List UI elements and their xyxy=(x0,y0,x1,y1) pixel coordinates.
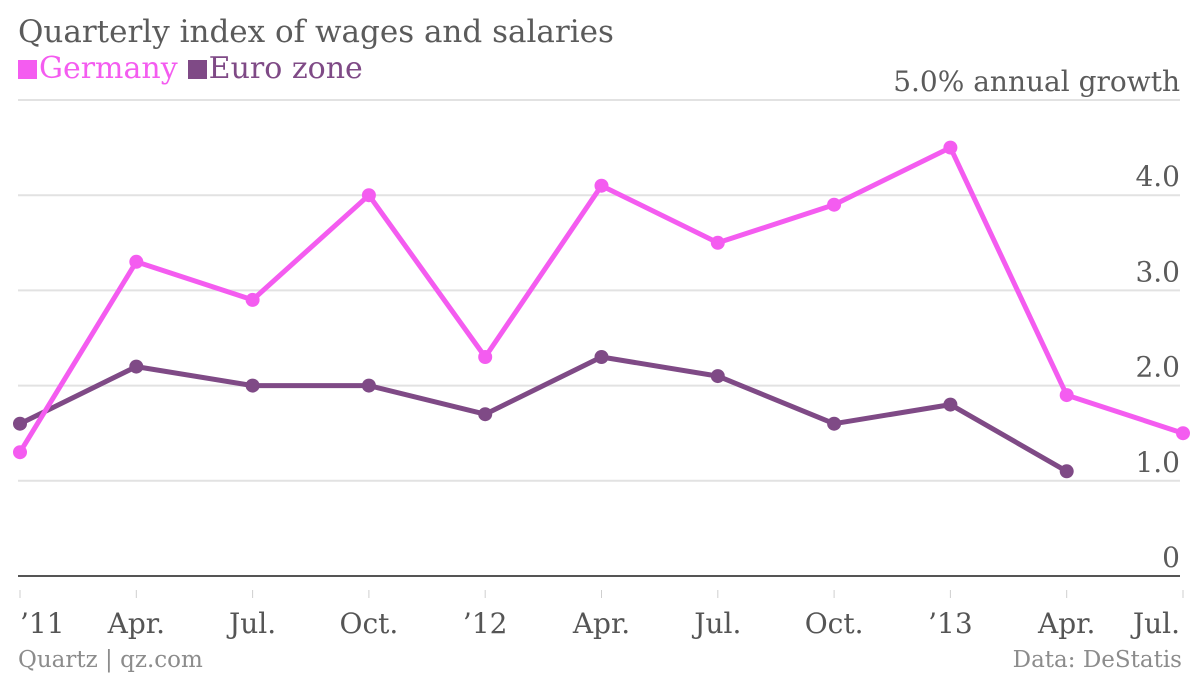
y-tick-label: 0 xyxy=(1162,541,1180,574)
data-point-germany xyxy=(13,445,27,460)
y-tick-label: 2.0 xyxy=(1135,351,1180,384)
data-point-germany xyxy=(1059,388,1074,403)
data-point-euro-zone xyxy=(478,407,493,422)
x-tick-label: Jul. xyxy=(691,607,741,640)
x-tick-label: Apr. xyxy=(1037,607,1095,640)
data-point-euro-zone xyxy=(13,416,27,431)
data-point-germany xyxy=(245,292,260,307)
x-tick-label: Oct. xyxy=(340,607,399,640)
x-tick-label: ’12 xyxy=(463,607,508,640)
x-tick-label: Jul. xyxy=(226,607,276,640)
x-tick-label: ’11 xyxy=(20,607,65,640)
data-point-euro-zone xyxy=(943,397,958,412)
source-credit: Quartz | qz.com xyxy=(18,647,203,673)
series-line-germany xyxy=(17,145,1186,455)
data-point-germany xyxy=(129,254,144,269)
legend-label-germany: Germany xyxy=(39,51,178,86)
data-point-euro-zone xyxy=(1059,464,1074,479)
y-tick-label: 4.0 xyxy=(1135,160,1180,193)
data-point-germany xyxy=(361,188,376,203)
data-point-germany xyxy=(594,178,609,193)
legend-label-euro-zone: Euro zone xyxy=(208,51,363,86)
data-point-germany xyxy=(827,197,842,212)
data-point-euro-zone xyxy=(245,378,260,393)
x-tick-label: Jul. xyxy=(1130,607,1180,640)
legend-swatch-euro-zone xyxy=(187,59,207,79)
legend-swatch-germany xyxy=(18,59,37,79)
data-point-germany xyxy=(478,350,493,364)
legend-item-germany: Germany xyxy=(18,51,178,87)
y-tick-label: 1.0 xyxy=(1135,446,1180,479)
data-point-euro-zone xyxy=(129,359,144,374)
y-tick-label: 3.0 xyxy=(1135,255,1180,288)
data-point-euro-zone xyxy=(361,378,376,393)
x-tick-label: Apr. xyxy=(572,607,630,640)
data-source: Data: DeStatis xyxy=(1012,647,1182,673)
x-tick-label: ’13 xyxy=(928,607,973,640)
data-point-euro-zone xyxy=(594,350,609,364)
data-point-germany xyxy=(710,235,725,250)
y-tick-label: 5.0% annual growth xyxy=(893,65,1180,98)
data-point-euro-zone xyxy=(710,369,725,384)
data-point-euro-zone xyxy=(827,416,842,431)
legend: Germany Euro zone xyxy=(18,51,363,87)
data-point-germany xyxy=(1176,426,1190,441)
chart-title: Quarterly index of wages and salaries xyxy=(18,14,614,50)
x-tick-label: Apr. xyxy=(107,607,165,640)
legend-item-euro-zone: Euro zone xyxy=(187,51,363,87)
series-line-euro-zone xyxy=(17,354,1070,474)
x-tick-label: Oct. xyxy=(805,607,864,640)
data-point-germany xyxy=(943,140,958,155)
